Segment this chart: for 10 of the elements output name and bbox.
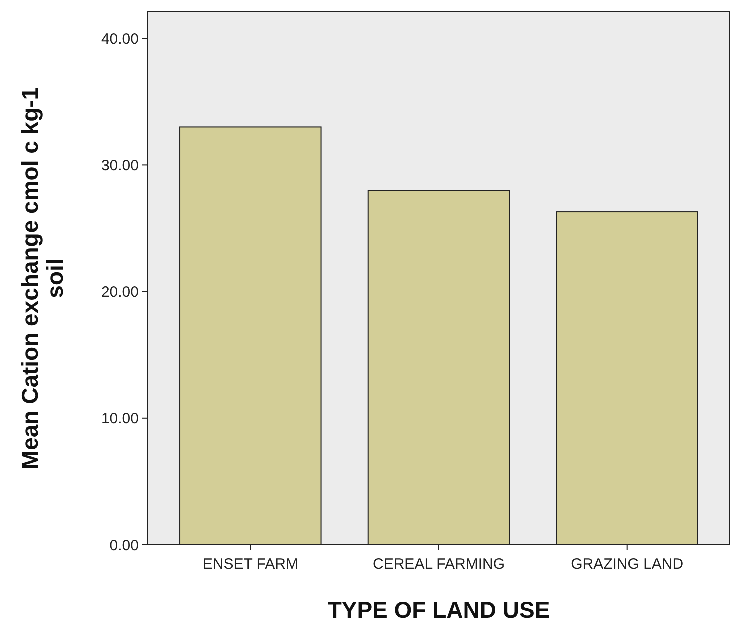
y-tick-label: 0.00: [110, 537, 139, 554]
x-axis-title: TYPE OF LAND USE: [328, 597, 550, 623]
y-axis-title: Mean Cation exchange cmol c kg-1 soil: [17, 87, 68, 470]
y-tick-label: 40.00: [101, 30, 139, 48]
x-tick-label: GRAZING LAND: [571, 556, 684, 573]
y-tick-label: 10.00: [101, 410, 139, 428]
x-tick-label: CEREAL FARMING: [373, 556, 505, 573]
y-tick-label: 20.00: [101, 284, 139, 302]
y-tick-label: 30.00: [101, 157, 139, 174]
x-tick-label: ENSET FARM: [202, 556, 298, 573]
